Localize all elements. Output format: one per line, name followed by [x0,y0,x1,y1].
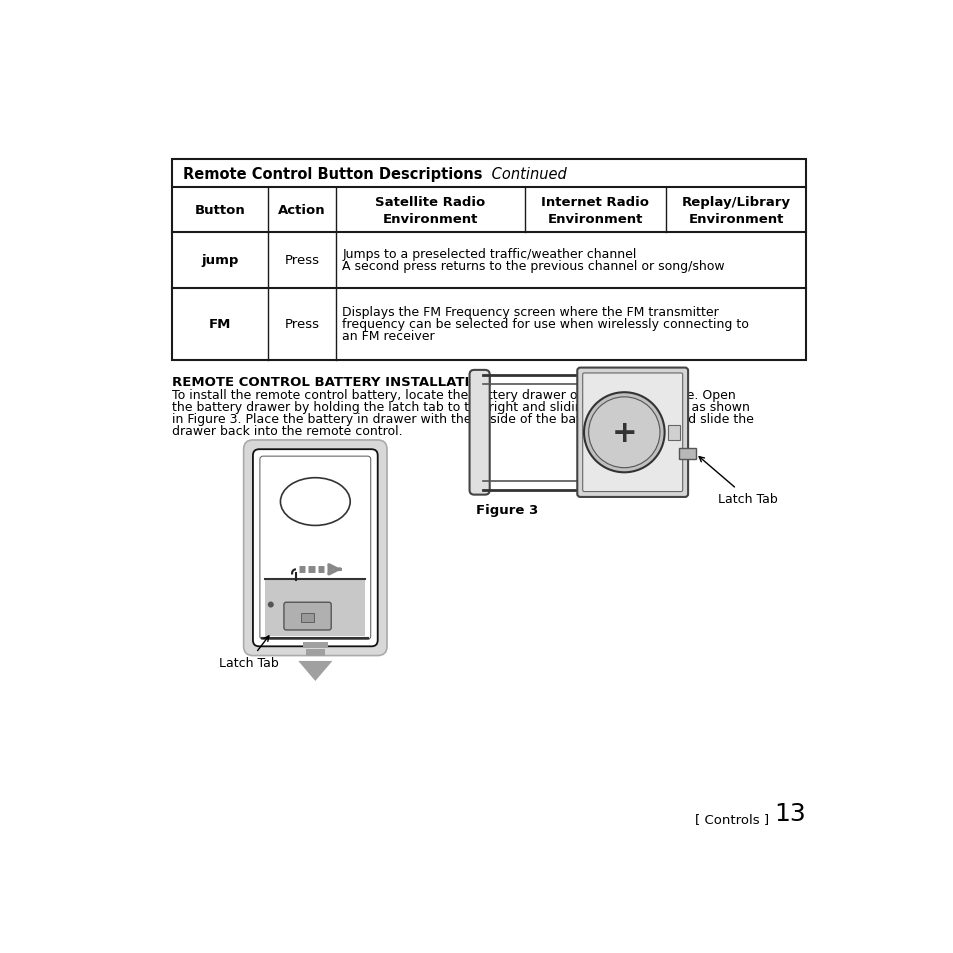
Text: Press: Press [284,254,319,267]
Text: Figure 3: Figure 3 [476,503,537,517]
Polygon shape [298,661,332,681]
Bar [265,579,365,637]
Bar [172,160,805,360]
Text: the battery drawer by holding the latch tab to the right and sliding the drawer : the battery drawer by holding the latch … [172,401,749,414]
Text: Satellite Radio
Environment: Satellite Radio Environment [375,195,485,226]
Text: Latch Tab: Latch Tab [218,637,278,669]
Text: [ Controls ]: [ Controls ] [694,812,768,825]
Text: Jumps to a preselected traffic/weather channel: Jumps to a preselected traffic/weather c… [342,248,637,261]
Circle shape [583,393,664,473]
Circle shape [268,602,273,607]
Text: REMOTE CONTROL BATTERY INSTALLATION: REMOTE CONTROL BATTERY INSTALLATION [172,375,491,389]
Text: Replay/Library
Environment: Replay/Library Environment [681,195,790,226]
Text: in Figure 3. Place the battery in drawer with the + side of the battery facing u: in Figure 3. Place the battery in drawer… [172,413,753,426]
Text: Press: Press [284,318,319,331]
Text: Continued: Continued [487,167,566,181]
Ellipse shape [280,478,350,526]
Text: To install the remote control battery, locate the battery drawer on the bottom e: To install the remote control battery, l… [172,389,735,402]
Text: Remote Control Button Descriptions: Remote Control Button Descriptions [183,167,487,181]
FancyBboxPatch shape [582,374,682,492]
Text: A second press returns to the previous channel or song/show: A second press returns to the previous c… [342,260,724,273]
Text: frequency can be selected for use when wirelessly connecting to: frequency can be selected for use when w… [342,318,748,331]
Text: 13: 13 [773,801,805,825]
Text: Displays the FM Frequency screen where the FM transmitter: Displays the FM Frequency screen where t… [342,306,719,319]
Bar [303,642,328,648]
Text: Internet Radio
Environment: Internet Radio Environment [541,195,649,226]
Text: Action: Action [278,204,326,217]
Bar [301,614,314,622]
FancyBboxPatch shape [284,602,331,630]
Bar [306,650,324,656]
Text: Latch Tab: Latch Tab [699,457,777,505]
Text: an FM receiver: an FM receiver [342,330,435,343]
Text: +: + [611,418,637,447]
Text: Button: Button [194,204,245,217]
FancyBboxPatch shape [469,371,489,496]
Circle shape [588,397,659,468]
FancyBboxPatch shape [253,450,377,647]
Text: FM: FM [209,318,231,331]
Text: jump: jump [201,254,238,267]
Text: drawer back into the remote control.: drawer back into the remote control. [172,425,402,437]
Bar [679,449,695,459]
FancyBboxPatch shape [577,368,687,497]
FancyBboxPatch shape [243,440,387,656]
Bar [667,425,679,440]
